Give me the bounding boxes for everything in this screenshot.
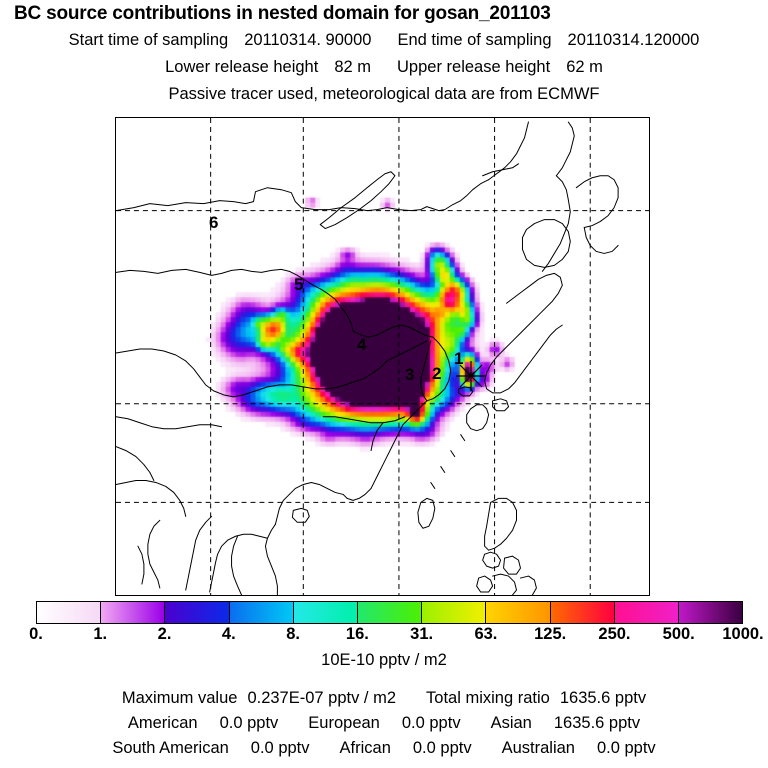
colorbar-tick-0: 0. — [29, 625, 43, 643]
region-value-european: 0.0 pptv — [401, 714, 461, 732]
total-mixing-ratio-value: 1635.6 pptv — [559, 689, 647, 707]
region-value-south-american: 0.0 pptv — [250, 739, 310, 757]
colorbar — [36, 601, 743, 624]
colorbar-tick-labels: 0. 1. 2. 4. 8. 16. 31. 63. 125. 250. 500. 1000. — [0, 625, 768, 647]
colorbar-tick-3: 4. — [221, 625, 236, 643]
map-plot-area: 1 2 3 4 5 6 — [115, 117, 650, 596]
start-time-value: 20110314. 90000 — [244, 31, 372, 49]
colorbar-tick-4: 8. — [286, 625, 300, 643]
page-title: BC source contributions in nested domain… — [14, 3, 551, 24]
receptor-marker-layer — [116, 118, 649, 595]
colorbar-segment-1 — [101, 602, 166, 623]
end-time-label: End time of sampling — [397, 31, 552, 49]
colorbar-segment-8 — [550, 602, 615, 623]
colorbar-segment-2 — [165, 602, 230, 623]
colorbar-tick-2: 2. — [157, 625, 172, 643]
start-time-label: Start time of sampling — [68, 31, 229, 49]
total-mixing-ratio-label: Total mixing ratio — [426, 689, 550, 707]
lower-release-height-label: Lower release height — [165, 58, 319, 76]
colorbar-tick-5: 16. — [345, 625, 369, 643]
map-label-2: 2 — [432, 364, 442, 383]
stats-row-max: Maximum value 0.237E-07 pptv / m2 Total mi… — [0, 686, 768, 711]
release-height-row: Lower release height 82 m Upper release he… — [0, 58, 768, 77]
region-value-australian: 0.0 pptv — [596, 739, 656, 757]
region-label-american: American — [127, 714, 198, 732]
map-label-1: 1 — [454, 349, 464, 368]
region-label-european: European — [308, 714, 380, 732]
region-value-asian: 1635.6 pptv — [553, 714, 641, 732]
colorbar-segment-3 — [229, 602, 294, 623]
sampling-time-row: Start time of sampling 20110314. 90000 End… — [0, 31, 768, 50]
colorbar-gradient — [36, 601, 743, 624]
colorbar-segment-4 — [293, 602, 358, 623]
colorbar-segment-10 — [678, 602, 743, 623]
stats-row-regions-2: South American 0.0 pptv African 0.0 pptv Aus… — [0, 736, 768, 761]
region-label-african: African — [339, 739, 391, 757]
tracer-note: Passive tracer used, meteorological data… — [168, 85, 600, 103]
colorbar-tick-11: 1000. — [722, 625, 764, 643]
map-label-4: 4 — [357, 335, 367, 354]
map-label-3: 3 — [405, 365, 415, 384]
maximum-value: 0.237E-07 pptv / m2 — [247, 689, 397, 707]
colorbar-tick-7: 63. — [474, 625, 498, 643]
lower-release-height-value: 82 m — [334, 58, 371, 76]
colorbar-tick-9: 250. — [598, 625, 631, 643]
upper-release-height-value: 62 m — [566, 58, 603, 76]
map-label-5: 5 — [294, 275, 304, 294]
region-label-asian: Asian — [490, 714, 532, 732]
colorbar-tick-6: 31. — [410, 625, 434, 643]
upper-release-height-label: Upper release height — [397, 58, 551, 76]
region-value-african: 0.0 pptv — [412, 739, 472, 757]
end-time-value: 20110314.120000 — [567, 31, 700, 49]
maximum-value-label: Maximum value — [121, 689, 238, 707]
region-label-australian: Australian — [501, 739, 575, 757]
colorbar-segment-9 — [614, 602, 679, 623]
region-value-american: 0.0 pptv — [219, 714, 279, 732]
colorbar-segment-0 — [37, 602, 102, 623]
colorbar-segment-6 — [422, 602, 487, 623]
map-label-6: 6 — [209, 213, 219, 232]
colorbar-tick-8: 125. — [534, 625, 567, 643]
colorbar-tick-1: 1. — [93, 625, 108, 643]
region-label-south-american: South American — [112, 739, 229, 757]
stats-row-regions-1: American 0.0 pptv European 0.0 pptv Asian 163… — [0, 711, 768, 736]
colorbar-unit-label: 10E-10 pptv / m2 — [321, 651, 447, 669]
receptor-star-icon — [456, 361, 486, 391]
statistics-block: Maximum value 0.237E-07 pptv / m2 Total mi… — [0, 686, 768, 761]
colorbar-tick-10: 500. — [662, 625, 695, 643]
colorbar-segment-5 — [357, 602, 423, 623]
colorbar-segment-7 — [486, 602, 551, 623]
